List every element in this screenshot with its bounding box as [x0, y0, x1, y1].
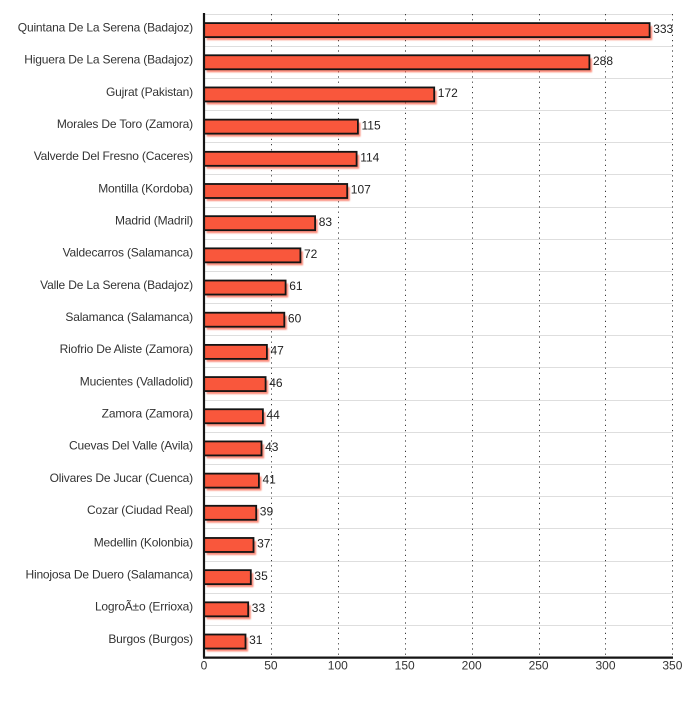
- svg-text:288: 288: [593, 54, 613, 68]
- svg-text:Cozar (Ciudad Real): Cozar (Ciudad Real): [87, 503, 193, 517]
- svg-text:0: 0: [201, 658, 208, 672]
- svg-text:350: 350: [662, 658, 682, 672]
- svg-text:Valverde Del Fresno (Caceres): Valverde Del Fresno (Caceres): [34, 149, 193, 163]
- svg-text:72: 72: [304, 247, 318, 261]
- svg-text:Cuevas Del Valle (Avila): Cuevas Del Valle (Avila): [69, 439, 193, 453]
- svg-text:150: 150: [395, 658, 415, 672]
- svg-text:Valle De La Serena (Badajoz): Valle De La Serena (Badajoz): [40, 278, 193, 292]
- svg-text:Madrid (Madril): Madrid (Madril): [115, 213, 193, 227]
- svg-text:100: 100: [328, 658, 348, 672]
- svg-text:Gujrat (Pakistan): Gujrat (Pakistan): [106, 85, 193, 99]
- svg-text:LogroÃ±o (Errioxa): LogroÃ±o (Errioxa): [95, 600, 193, 614]
- svg-text:33: 33: [252, 601, 266, 615]
- svg-text:50: 50: [264, 658, 278, 672]
- svg-text:300: 300: [595, 658, 615, 672]
- svg-text:41: 41: [263, 472, 277, 486]
- svg-text:43: 43: [265, 440, 279, 454]
- svg-text:37: 37: [257, 537, 271, 551]
- svg-text:Burgos (Burgos): Burgos (Burgos): [108, 632, 193, 646]
- svg-text:Higuera De La Serena (Badajoz): Higuera De La Serena (Badajoz): [24, 53, 193, 67]
- svg-text:115: 115: [362, 118, 381, 132]
- svg-text:Riofrio De Aliste (Zamora): Riofrio De Aliste (Zamora): [60, 342, 194, 356]
- svg-text:Mucientes (Valladolid): Mucientes (Valladolid): [80, 374, 193, 388]
- svg-text:Hinojosa De Duero (Salamanca): Hinojosa De Duero (Salamanca): [25, 567, 193, 581]
- svg-text:Quintana De La Serena (Badajoz: Quintana De La Serena (Badajoz): [18, 20, 193, 34]
- svg-text:61: 61: [289, 279, 303, 293]
- svg-text:Olivares De Jucar (Cuenca): Olivares De Jucar (Cuenca): [50, 471, 194, 485]
- svg-text:31: 31: [249, 633, 263, 647]
- svg-text:Morales De Toro (Zamora): Morales De Toro (Zamora): [57, 117, 193, 131]
- svg-text:39: 39: [260, 504, 274, 518]
- svg-text:44: 44: [267, 408, 281, 422]
- svg-text:35: 35: [254, 569, 268, 583]
- svg-text:333: 333: [653, 22, 673, 36]
- svg-text:200: 200: [462, 658, 482, 672]
- svg-text:Medellin (Kolonbia): Medellin (Kolonbia): [94, 535, 193, 549]
- svg-text:107: 107: [351, 183, 371, 197]
- svg-text:Valdecarros (Salamanca): Valdecarros (Salamanca): [63, 246, 194, 260]
- svg-text:60: 60: [288, 311, 302, 325]
- svg-text:Zamora (Zamora): Zamora (Zamora): [102, 407, 193, 421]
- svg-text:47: 47: [271, 344, 285, 358]
- svg-text:Montilla (Kordoba): Montilla (Kordoba): [98, 181, 193, 195]
- svg-text:Salamanca (Salamanca): Salamanca (Salamanca): [65, 310, 193, 324]
- svg-text:172: 172: [438, 86, 458, 100]
- svg-text:83: 83: [319, 215, 333, 229]
- svg-text:114: 114: [360, 151, 379, 165]
- svg-text:250: 250: [529, 658, 549, 672]
- svg-text:46: 46: [269, 376, 283, 390]
